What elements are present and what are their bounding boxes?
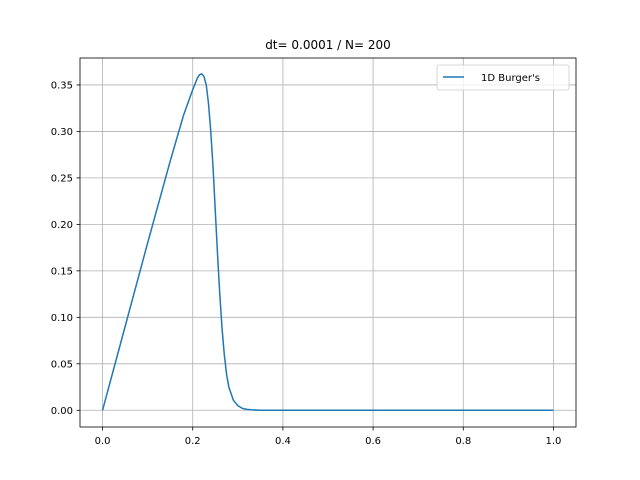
series-layer: [101, 73, 554, 412]
y-tick-label: 0.30: [51, 127, 73, 138]
y-tick-label: 0.15: [51, 266, 73, 277]
x-tick-label: 1.0: [546, 436, 562, 447]
x-tick-label: 0.6: [365, 436, 381, 447]
x-tick-label: 0.2: [185, 436, 201, 447]
y-tick-label: 0.00: [51, 406, 73, 417]
x-tick-label: 0.4: [275, 436, 291, 447]
y-tick-label: 0.10: [51, 313, 73, 324]
legend: 1D Burger's: [436, 64, 570, 91]
chart-title: dt= 0.0001 / N= 200: [265, 38, 391, 52]
x-tick-label: 0.0: [95, 436, 111, 447]
y-tick-label: 0.05: [51, 359, 73, 370]
y-tick-label: 0.25: [51, 173, 73, 184]
y-tick-label: 0.35: [51, 80, 73, 91]
x-tick-label: 0.8: [455, 436, 471, 447]
grid-layer: [80, 58, 576, 427]
x-axis: 0.0 0.2 0.4 0.6 0.8 1.0: [95, 427, 562, 447]
axes-frame: [79, 57, 577, 428]
legend-box: [436, 64, 570, 91]
y-axis: 0.00 0.05 0.10 0.15 0.20 0.25 0.30 0.35: [51, 80, 80, 417]
y-tick-label: 0.20: [51, 220, 73, 231]
series-line: [101, 73, 554, 412]
legend-label: 1D Burger's: [481, 73, 540, 84]
